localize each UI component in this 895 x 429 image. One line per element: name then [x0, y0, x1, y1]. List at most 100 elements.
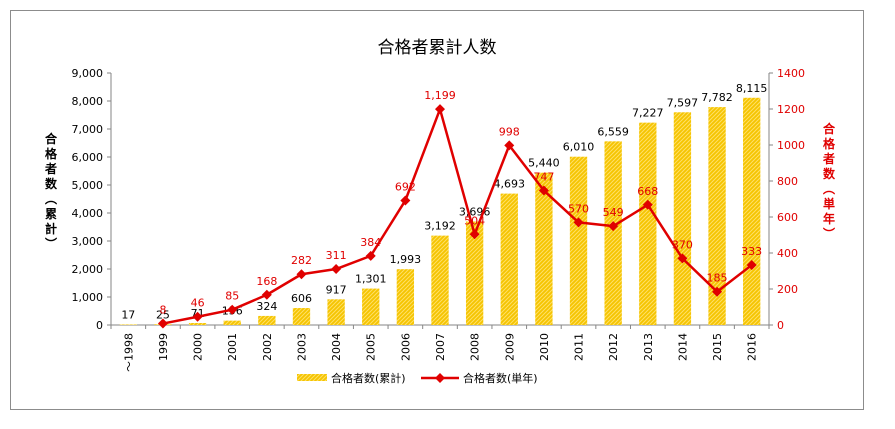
left-tick-label: 5,000 — [72, 179, 104, 192]
bar — [431, 235, 449, 325]
left-tick-label: 8,000 — [72, 95, 104, 108]
legend-bar-swatch — [297, 374, 327, 381]
left-tick-label: 4,000 — [72, 207, 104, 220]
line-point-marker — [331, 264, 342, 275]
bar-data-label: 324 — [256, 300, 277, 313]
bar-data-label: 5,440 — [528, 157, 560, 170]
bar-data-label: 7,782 — [701, 91, 733, 104]
line-data-label: 549 — [603, 206, 624, 219]
right-tick-label: 0 — [777, 319, 784, 332]
bar — [500, 193, 518, 325]
bar — [639, 122, 657, 325]
line-data-label: 668 — [637, 185, 658, 198]
line-data-label: 384 — [360, 236, 381, 249]
legend-line-marker — [435, 373, 445, 383]
line-point-marker — [677, 253, 688, 264]
x-tick-label: 2010 — [538, 333, 551, 361]
line-data-label: 747 — [533, 171, 554, 184]
bar — [362, 288, 380, 325]
x-tick-label: 2015 — [711, 333, 724, 361]
x-tick-label: 2013 — [642, 333, 655, 361]
left-axis-title: 合格者数︵累計︶ — [44, 131, 58, 251]
bar — [708, 107, 726, 325]
line-point-marker — [400, 195, 411, 206]
bar-data-label: 17 — [121, 309, 135, 322]
x-tick-label: 2005 — [365, 333, 378, 361]
bar — [465, 221, 484, 325]
bar-data-label: 1,993 — [390, 253, 422, 266]
bar-data-label: 8,115 — [736, 82, 768, 95]
line-data-label: 333 — [741, 245, 762, 258]
bar-data-label: 917 — [326, 283, 347, 296]
legend: 合格者数(累計) 合格者数(単年) — [297, 371, 538, 385]
x-tick-label: 2007 — [434, 333, 447, 361]
right-tick-label: 600 — [777, 211, 798, 224]
bar — [569, 156, 588, 325]
bar — [327, 299, 345, 325]
x-tick-label: 2001 — [226, 333, 239, 361]
right-tick-label: 1400 — [777, 67, 805, 80]
left-tick-label: 0 — [96, 319, 103, 332]
right-axis-title: 合格者数︵単年︶ — [822, 121, 836, 241]
bar-data-label: 6,010 — [563, 141, 595, 154]
legend-bar-label: 合格者数(累計) — [331, 371, 406, 385]
bar-data-label: 25 — [156, 308, 170, 321]
right-tick-label: 200 — [777, 283, 798, 296]
bar-data-label: 6,559 — [597, 125, 629, 138]
bar-data-label: 7,227 — [632, 107, 664, 120]
x-tick-label: ～1998 — [122, 333, 135, 372]
bar — [743, 97, 761, 325]
bar-data-label: 1,301 — [355, 273, 387, 286]
bar — [188, 323, 207, 325]
line-point-marker — [504, 140, 515, 151]
bar-data-label: 7,597 — [667, 96, 699, 109]
chart-frame: 合格者累計人数 0 1,000 2,000 3,000 4,000 5,000 6,000 7… — [10, 10, 864, 410]
combo-chart: 合格者累計人数 0 1,000 2,000 3,000 4,000 5,000 6,000 7… — [44, 38, 836, 385]
line-point-marker — [608, 221, 619, 232]
chart-title: 合格者累計人数 — [378, 38, 497, 58]
line-data-label: 504 — [464, 214, 485, 227]
x-tick-label: 2012 — [607, 333, 620, 361]
x-tick-label: 1999 — [157, 333, 170, 361]
x-tick-label: 2016 — [746, 333, 759, 361]
x-tick-label: 2014 — [676, 333, 689, 361]
bar — [223, 320, 241, 325]
line-data-label: 311 — [326, 249, 347, 262]
line-point-marker — [746, 260, 757, 271]
left-tick-label: 6,000 — [72, 151, 104, 164]
line-point-marker — [469, 229, 480, 240]
line-point-marker — [538, 185, 549, 196]
line-point-marker — [712, 286, 723, 297]
line-data-label: 85 — [225, 290, 239, 303]
bar — [396, 269, 415, 325]
line-data-label: 370 — [672, 238, 693, 251]
left-tick-label: 7,000 — [72, 123, 104, 136]
x-tick-label: 2011 — [573, 333, 586, 361]
line-data-label: 46 — [191, 297, 205, 310]
bar — [292, 308, 311, 325]
legend-line-label: 合格者数(単年) — [463, 371, 538, 385]
x-tick-label: 2004 — [330, 333, 343, 361]
line-point-marker — [642, 199, 653, 210]
x-tick-label: 2006 — [399, 333, 412, 361]
right-tick-label: 1000 — [777, 139, 805, 152]
bar-data-label: 4,693 — [494, 178, 526, 191]
bar — [673, 112, 692, 325]
left-tick-label: 1,000 — [72, 291, 104, 304]
bar — [535, 172, 553, 325]
line-data-label: 1,199 — [424, 89, 456, 102]
bar — [604, 141, 622, 325]
line-point-marker — [365, 250, 376, 261]
line-point-marker — [157, 318, 168, 329]
left-tick-label: 9,000 — [72, 67, 104, 80]
line-data-label: 185 — [707, 272, 728, 285]
bar — [258, 315, 276, 325]
x-tick-label: 2009 — [503, 333, 516, 361]
x-tick-label: 2000 — [192, 333, 205, 361]
bar-data-label: 606 — [291, 292, 312, 305]
x-tick-label: 2002 — [261, 333, 274, 361]
line-data-label: 282 — [291, 254, 312, 267]
right-tick-label: 1200 — [777, 103, 805, 116]
line-point-marker — [192, 311, 203, 322]
line-point-marker — [261, 289, 272, 300]
